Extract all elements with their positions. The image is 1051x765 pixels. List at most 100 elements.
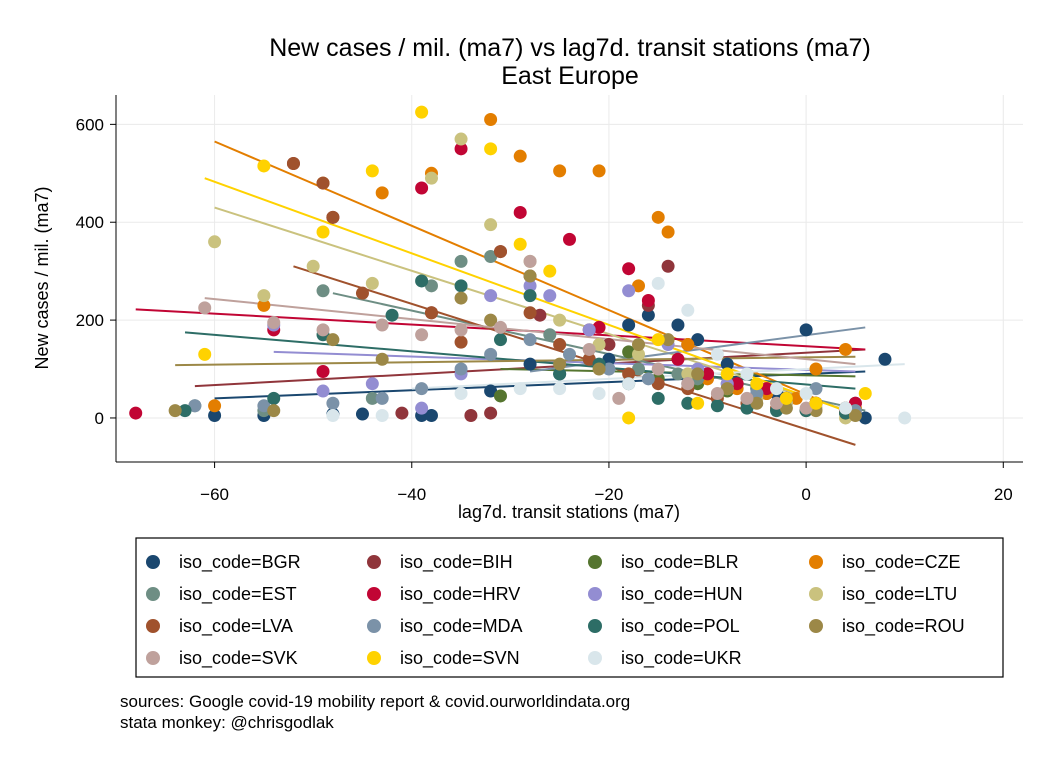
x-axis-ticks: −60 −40 −20 0 20 [200, 462, 1013, 504]
data-point [415, 328, 429, 342]
data-point [326, 396, 340, 410]
legend-item: iso_code=LVA [146, 616, 293, 637]
legend-item: iso_code=EST [146, 584, 297, 605]
data-point [740, 401, 754, 415]
data-point [750, 377, 764, 391]
data-point [641, 308, 655, 322]
data-point [592, 320, 606, 334]
legend-marker [146, 619, 160, 633]
data-point [701, 367, 715, 381]
legend-marker [809, 555, 823, 569]
data-point [208, 235, 222, 249]
legend-label: iso_code=SVK [179, 648, 298, 669]
legend-marker [588, 651, 602, 665]
data-point [622, 411, 636, 425]
data-point [720, 367, 734, 381]
data-points [129, 105, 912, 425]
data-point [415, 382, 429, 396]
legend-marker [809, 587, 823, 601]
data-point [681, 338, 695, 352]
data-point [651, 276, 665, 290]
data-point [513, 205, 527, 219]
source-note: sources: Google covid-19 mobility report… [120, 692, 630, 711]
data-point [632, 279, 646, 293]
data-point [809, 362, 823, 376]
data-point [720, 357, 734, 371]
data-point [553, 382, 567, 396]
data-point [208, 399, 222, 413]
data-point [632, 362, 646, 376]
data-point [513, 149, 527, 163]
legend-marker [146, 587, 160, 601]
legend-label: iso_code=ROU [842, 616, 965, 637]
legend-item: iso_code=MDA [367, 616, 523, 637]
y-axis-ticks: 0 200 400 600 [76, 115, 116, 428]
data-point [355, 286, 369, 300]
data-point [720, 382, 734, 396]
data-point [316, 323, 330, 337]
legend-item: iso_code=LTU [809, 584, 957, 605]
data-point [424, 409, 438, 423]
data-point [681, 377, 695, 391]
legend-label: iso_code=SVN [400, 648, 520, 669]
data-point [375, 352, 389, 366]
legend-item: iso_code=BGR [146, 552, 301, 573]
y-axis-label: New cases / mil. (ma7) [32, 186, 52, 369]
data-point [355, 407, 369, 421]
data-point [208, 409, 222, 423]
plot-area: −60 −40 −20 0 20 0 200 400 600 [76, 95, 1023, 504]
data-point [257, 399, 271, 413]
data-point [553, 338, 567, 352]
data-point [641, 294, 655, 308]
legend-item: iso_code=POL [588, 616, 740, 637]
data-point [523, 333, 537, 347]
data-point [553, 313, 567, 327]
y-tick-label: 0 [95, 409, 104, 428]
x-tick-label: −20 [595, 485, 624, 504]
data-point [365, 377, 379, 391]
data-point [415, 274, 429, 288]
legend-item: iso_code=SVN [367, 648, 520, 669]
data-point [257, 159, 271, 173]
data-point [681, 367, 695, 381]
legend-marker [367, 587, 381, 601]
data-point [661, 259, 675, 273]
author-note: stata monkey: @chrisgodlak [120, 713, 334, 732]
data-point [651, 377, 665, 391]
data-point [454, 291, 468, 305]
data-point [375, 409, 389, 423]
data-point [839, 342, 853, 356]
x-tick-label: −40 [397, 485, 426, 504]
data-point [257, 289, 271, 303]
data-point [365, 391, 379, 405]
legend-item: iso_code=BIH [367, 552, 513, 573]
data-point [306, 259, 320, 273]
data-point [622, 345, 636, 359]
legend-label: iso_code=EST [179, 584, 297, 605]
data-point [622, 284, 636, 298]
data-point [563, 347, 576, 361]
data-point [770, 382, 784, 396]
y-tick-label: 200 [76, 311, 104, 330]
data-point [651, 333, 665, 347]
data-point [424, 306, 438, 320]
data-point [799, 323, 813, 337]
data-point [198, 347, 212, 361]
data-point [710, 386, 724, 400]
data-point [858, 411, 872, 425]
data-point [484, 384, 498, 398]
y-tick-label: 600 [76, 115, 104, 134]
plot-background [116, 95, 1023, 462]
data-point [632, 347, 646, 361]
series-svk [198, 254, 853, 415]
data-point [395, 406, 409, 420]
data-point [799, 401, 813, 415]
data-point [454, 335, 468, 349]
data-point [799, 386, 813, 400]
data-point [750, 386, 764, 400]
data-point [454, 279, 468, 293]
data-point [543, 289, 557, 303]
data-point [484, 289, 498, 303]
series-ukr [326, 276, 912, 425]
data-point [415, 401, 429, 415]
